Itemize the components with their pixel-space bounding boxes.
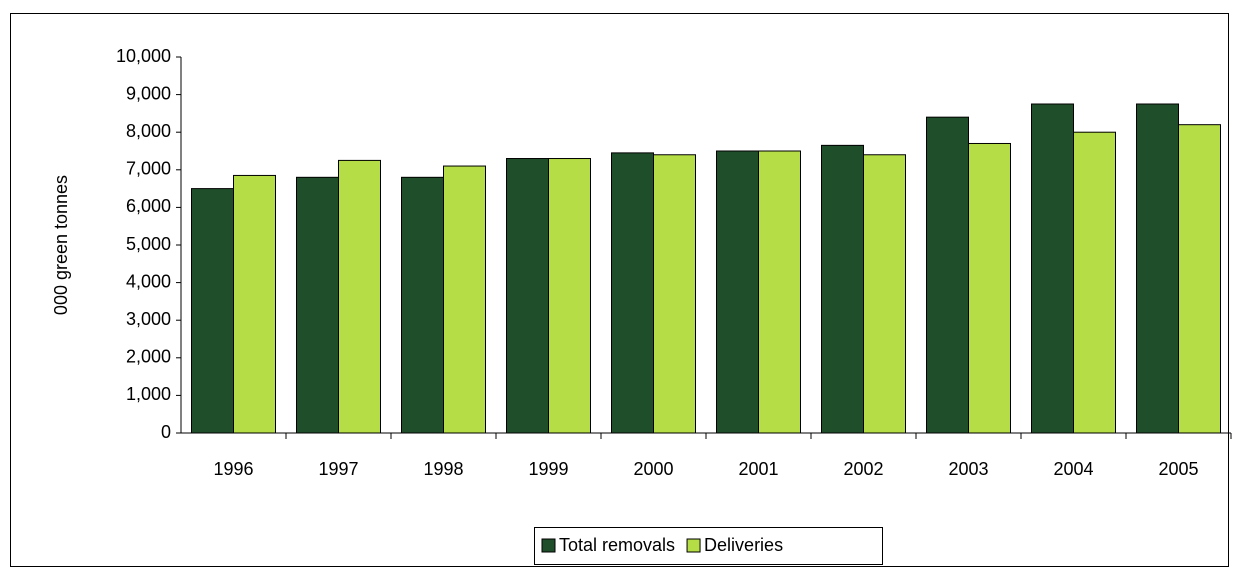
legend-swatch [541, 538, 556, 553]
y-tick-label: 3,000 [126, 309, 171, 329]
bar [296, 176, 339, 434]
bar [758, 150, 801, 434]
bar [191, 188, 234, 434]
bar [716, 150, 759, 434]
bar [611, 152, 654, 434]
bar [506, 158, 549, 434]
y-tick-label: 2,000 [126, 347, 171, 367]
legend-label: Total removals [559, 535, 675, 555]
bar [1178, 124, 1221, 434]
y-tick-label: 5,000 [126, 234, 171, 254]
bar [1073, 131, 1116, 434]
bar [233, 174, 276, 434]
y-axis-label: 000 green tonnes [51, 175, 71, 315]
y-tick-label: 0 [161, 422, 171, 442]
bar [863, 154, 906, 434]
x-tick-label: 1999 [528, 459, 568, 479]
y-tick-label: 1,000 [126, 384, 171, 404]
x-tick-label: 2003 [948, 459, 988, 479]
y-tick-label: 6,000 [126, 196, 171, 216]
y-tick-label: 8,000 [126, 121, 171, 141]
bar [968, 142, 1011, 434]
bar [821, 144, 864, 434]
y-tick-label: 4,000 [126, 271, 171, 291]
x-tick-label: 1996 [213, 459, 253, 479]
legend-frame [534, 527, 883, 565]
legend-label: Deliveries [704, 535, 783, 555]
x-tick-label: 2002 [843, 459, 883, 479]
x-tick-label: 2004 [1053, 459, 1093, 479]
x-tick-label: 2005 [1158, 459, 1198, 479]
bar [1136, 103, 1179, 434]
bar [653, 154, 696, 434]
bar [401, 176, 444, 434]
y-tick-label: 10,000 [116, 46, 171, 66]
bar [443, 165, 486, 434]
bar [926, 116, 969, 434]
bar [1031, 103, 1074, 434]
y-tick-label: 9,000 [126, 83, 171, 103]
x-tick-label: 2001 [738, 459, 778, 479]
x-tick-label: 2000 [633, 459, 673, 479]
y-tick-label: 7,000 [126, 159, 171, 179]
bar [338, 159, 381, 434]
x-tick-label: 1998 [423, 459, 463, 479]
x-tick-label: 1997 [318, 459, 358, 479]
bar [548, 158, 591, 434]
legend-swatch [686, 538, 701, 553]
